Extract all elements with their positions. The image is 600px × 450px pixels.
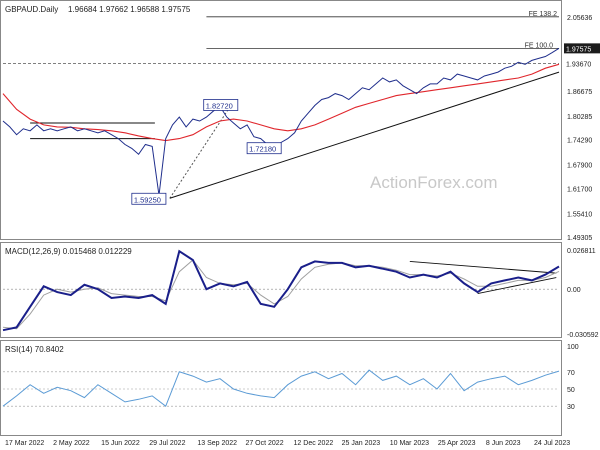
price-tick-label: 1.74290 (567, 137, 592, 144)
rsi-title: RSI(14) 70.8402 (5, 345, 64, 354)
macd-triangle-upper (409, 260, 557, 274)
fe-138-label: FE 138.2 (529, 11, 558, 18)
macd-tick-label: -0.030592 (567, 332, 599, 339)
x-axis-label: 29 Jul 2022 (149, 440, 185, 447)
price-tick-label: 1.49305 (567, 235, 592, 242)
price-tick-label: 1.86675 (567, 89, 592, 96)
label-1-72180: 1.72180 (249, 145, 276, 154)
support-price-label-box (564, 58, 600, 69)
macd-panel-frame (0, 242, 562, 338)
label-1-82720-box (203, 99, 239, 111)
x-axis-label: 25 Jan 2023 (342, 440, 381, 447)
rsi-tick-label: 50 (567, 387, 575, 394)
x-axis-label: 8 Jun 2023 (486, 440, 521, 447)
projection-dotted-line (169, 101, 234, 199)
symbol-title: GBPAUD.Daily (5, 5, 58, 14)
axis-layer: 2.05636 1.86675 1.80285 1.74290 1.67900 1.617… (5, 15, 600, 447)
rsi-tick-label: 70 (567, 370, 575, 377)
macd-layer (2, 249, 560, 332)
macd-triangle-lower (477, 277, 557, 295)
current-price-label-box (564, 43, 600, 54)
price-tick-label: 1.80285 (567, 114, 592, 121)
label-1-72180-box (246, 142, 282, 155)
x-axis-label: 24 Jul 2023 (534, 440, 570, 447)
support-price-label: 1.93670 (566, 62, 591, 69)
macd-tick-label: 0.026811 (567, 248, 596, 255)
rsi-layer (2, 369, 560, 407)
label-1-59250: 1.59250 (134, 195, 161, 204)
macd-tick-label: 0.00 (567, 287, 581, 294)
price-tick-label: 1.61700 (567, 187, 592, 194)
price-panel-frame (0, 0, 562, 240)
x-axis-label: 13 Sep 2022 (197, 440, 237, 447)
fe-100-label: FE 100.0 (525, 42, 554, 49)
x-axis-label: 25 Apr 2023 (438, 440, 476, 447)
rsi-tick-label: 30 (567, 404, 575, 411)
rsi-tick-label: 100 (567, 344, 579, 351)
label-1-82720: 1.82720 (206, 101, 233, 110)
label-1-59250-box (131, 192, 167, 205)
ma-line (2, 63, 560, 142)
ohlc-readout: 1.96684 1.97662 1.96588 1.97575 (68, 5, 191, 14)
x-axis-label: 17 Mar 2022 (5, 440, 44, 447)
rising-trendline (169, 71, 560, 199)
price-tick-label: 1.67900 (567, 162, 592, 169)
watermark: ActionForex.com (370, 173, 498, 192)
x-axis-label: 15 Jun 2022 (101, 440, 140, 447)
rsi-line (2, 369, 560, 407)
price-tick-label: 1.55410 (567, 211, 592, 218)
price-tick-label: 2.05636 (567, 15, 592, 22)
rsi-panel-frame (0, 340, 562, 436)
macd-line (2, 249, 560, 332)
x-axis-label: 10 Mar 2023 (390, 440, 429, 447)
macd-title: MACD(12,26,9) 0.015468 0.012229 (5, 247, 132, 256)
current-price-label: 1.97575 (566, 46, 591, 53)
x-axis-label: 27 Oct 2022 (245, 440, 283, 447)
price-layer: FE 138.2 FE 100.0 1.82720 1.72180 1.59250 (2, 11, 560, 205)
x-axis-label: 2 May 2022 (53, 440, 90, 447)
x-axis-label: 12 Dec 2022 (294, 440, 334, 447)
